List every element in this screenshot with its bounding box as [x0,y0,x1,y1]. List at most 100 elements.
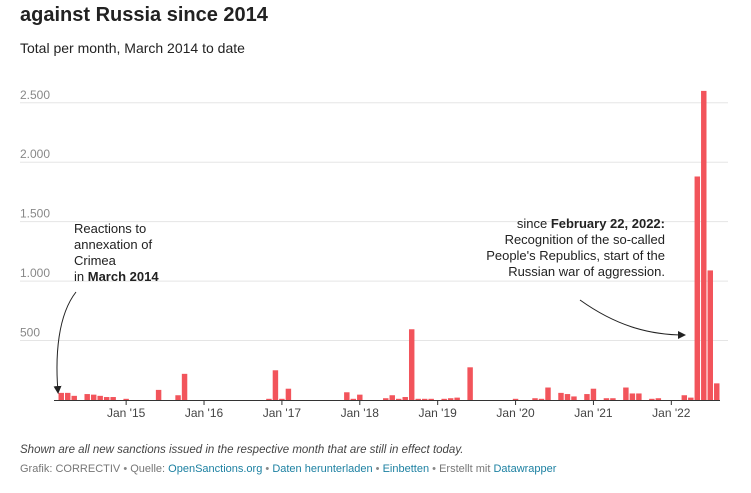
annotation-war-line3: People's Republics, start of the [486,248,665,263]
bar [421,398,428,400]
bar [402,397,408,400]
annotation-crimea-line2: annexation of [74,237,153,252]
bar [714,383,720,400]
annotation-crimea-prefix: in [74,269,88,284]
x-axis: Jan '15 Jan '16 Jan '17 Jan '18 Jan '19 Jan '… [54,400,720,420]
bar [389,395,395,400]
bar [447,398,454,400]
bar [694,176,701,400]
bar [123,398,129,400]
bar [97,395,103,400]
bar [175,395,181,400]
bar [590,388,597,400]
bar [65,392,71,400]
y-tick-label: 2.500 [20,88,50,102]
annotation-crimea-date: March 2014 [87,269,159,284]
bar [584,394,590,400]
chart-notes: Shown are all new sanctions issued in th… [20,444,464,456]
bar [681,395,688,400]
datawrapper-link[interactable]: Datawrapper [493,463,557,475]
download-data-link[interactable]: Daten herunterladen [272,463,373,475]
separator: • [265,463,270,475]
bar [649,398,655,400]
bar [103,397,110,400]
bar [110,397,116,400]
x-tick-label: Jan '20 [496,406,535,420]
bar [84,394,90,400]
x-tick-label: Jan '17 [263,406,302,420]
annotation-war-line2: Recognition of the so-called [504,232,665,247]
bar [357,394,363,400]
bar [272,370,279,400]
bar [90,394,97,400]
bar [623,387,629,400]
bar [266,398,272,400]
created-with-label: Erstellt mit [439,463,491,475]
bar [344,392,350,400]
bar [415,398,421,400]
left-annotation-arrow [53,291,77,394]
bar [603,398,610,400]
annotation-crimea-line4: in March 2014 [74,269,184,285]
x-tick-label: Jan '22 [652,406,691,420]
y-tick-label: 2.000 [20,147,50,161]
annotation-crimea-line1: Reactions to [74,221,147,236]
bar [181,373,188,400]
bar [538,398,545,400]
bar [655,398,662,400]
bar [532,398,538,400]
bar [279,398,285,400]
bars [58,90,720,400]
bar [564,394,571,400]
y-tick-label: 500 [20,326,40,340]
annotation-crimea-line3: Crimea [74,253,116,268]
x-tick-label: Jan '21 [574,406,613,420]
footer-credits: Grafik: CORRECTIV • Quelle: OpenSanction… [20,463,556,475]
bar [441,398,447,400]
x-tick-label: Jan '19 [419,406,458,420]
bar [558,392,564,400]
x-tick-label: Jan '16 [185,406,224,420]
annotation-crimea: Reactions to annexation of Crimea in Mar… [74,221,184,285]
annotation-arrows [53,291,686,394]
x-tick-label: Jan '15 [107,406,146,420]
bar [688,397,694,400]
annotation-war: since February 22, 2022: Recognition of … [440,216,665,280]
gridlines: 500 1.000 1.500 2.000 2.500 [20,88,728,342]
bar [571,396,577,400]
bar [71,395,77,400]
right-annotation-arrow [579,299,686,339]
source-link[interactable]: OpenSanctions.org [168,463,263,475]
bar [454,397,460,400]
separator: • [432,463,436,475]
bar [428,398,434,400]
bar [707,270,713,400]
x-tick-label: Jan '18 [341,406,380,420]
bar [545,387,551,400]
separator: • [375,463,380,475]
bar [58,392,64,400]
bar [629,393,636,400]
bar [396,398,402,400]
y-tick-label: 1.000 [20,266,50,280]
bar [350,398,357,400]
annotation-war-line4: Russian war of aggression. [508,264,665,279]
grafik-label: Grafik: [20,463,53,475]
bar [610,398,616,400]
embed-link[interactable]: Einbetten [382,463,430,475]
bar [155,389,162,400]
quelle-label: Quelle: [130,463,166,475]
annotation-war-prefix: since [516,216,551,231]
y-tick-label: 1.500 [20,207,50,221]
grafik-value: CORRECTIV [55,463,121,475]
bar [467,367,473,400]
bar [636,393,642,400]
bar [285,388,292,400]
chart-subtitle: Total per month, March 2014 to date [20,40,245,56]
annotation-war-date: February 22, 2022: [550,216,665,231]
separator: • [123,463,128,475]
bar [383,398,389,400]
bar [408,329,415,400]
annotation-war-line1: since February 22, 2022: [440,216,665,232]
